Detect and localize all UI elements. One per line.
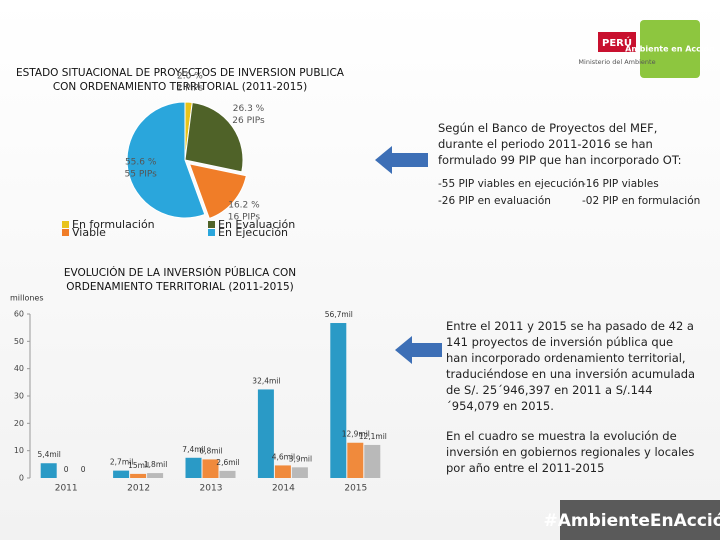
legend-label: En Ejecución: [218, 226, 288, 239]
y-tick-label: 30: [14, 392, 24, 401]
note-item: -16 PIP viables: [582, 178, 659, 190]
bar: [202, 459, 219, 478]
logo-flag: [598, 32, 636, 52]
bar: [257, 389, 274, 478]
bar-title: EVOLUCIÓN DE LA INVERSIÓN PÚBLICA CON: [64, 266, 296, 279]
legend-swatch: [62, 221, 69, 228]
x-tick-label: 2015: [344, 484, 367, 494]
arrow: [375, 146, 428, 174]
bar-value-label: 2,6mil: [216, 458, 239, 467]
arrow: [395, 336, 442, 364]
y-axis-label: millones: [10, 294, 44, 303]
footer-band: [560, 500, 720, 540]
bar-value-label: 32,4mil: [252, 376, 280, 385]
note-item: -26 PIP en evaluación: [438, 195, 551, 207]
bar-value-label: 0: [81, 465, 86, 474]
bar: [185, 457, 202, 478]
pie-slice: [126, 101, 206, 219]
legend-swatch: [208, 221, 215, 228]
bar-value-label: 5,4mil: [37, 450, 60, 459]
bar-value-label: 2,7mil: [110, 458, 133, 467]
bar-value-label: 12,9mil: [342, 430, 370, 439]
bar: [40, 463, 57, 478]
pie-count-label: 55 PIPs: [125, 169, 158, 179]
bar: [364, 444, 381, 478]
logo-ministry: Ministerio del Ambiente: [578, 58, 655, 66]
bar-title: ORDENAMIENTO TERRITORIAL (2011-2015): [66, 281, 294, 293]
x-tick-label: 2011: [55, 484, 78, 494]
pie-count-label: 2 PIPs: [177, 84, 204, 94]
bar-value-label: 3,9mil: [289, 454, 312, 463]
bar-value-label: 6,8mil: [199, 446, 222, 455]
bar: [113, 470, 130, 478]
note-item: -02 PIP en formulación: [582, 195, 701, 207]
pie-value-label: 55.6 %: [125, 157, 157, 167]
y-tick-label: 20: [14, 419, 24, 428]
pie-count-label: 26 PIPs: [232, 116, 265, 126]
legend-swatch: [62, 229, 69, 236]
bar: [330, 323, 347, 478]
legend-label: Viable: [72, 226, 106, 239]
pie-value-label: 26.3 %: [233, 104, 265, 114]
note-evolution: Entre el 2011 y 2015 se ha pasado de 42 …: [446, 319, 696, 413]
pie-title: CON ORDENAMIENTO TERRITORIAL (2011-2015): [53, 81, 307, 93]
x-tick-label: 2013: [200, 484, 223, 494]
y-tick-label: 60: [14, 310, 24, 319]
bar-value-label: 1,8mil: [144, 460, 167, 469]
y-tick-label: 10: [14, 446, 24, 455]
pie-slice: [188, 163, 247, 220]
note-item: -55 PIP viables en ejecución: [438, 178, 585, 190]
bar-value-label: 4,6mil: [272, 452, 295, 461]
legend-swatch: [208, 229, 215, 236]
bar: [291, 467, 308, 478]
note-intro: Según el Banco de Proyectos del MEF, dur…: [438, 121, 682, 167]
pie-count-label: 16 PIPs: [228, 213, 261, 223]
bar: [147, 473, 164, 478]
legend-label: En Evaluación: [218, 218, 295, 231]
bar: [130, 473, 147, 478]
footer-hashtag: #AmbienteEnAcción: [543, 511, 720, 531]
bar-value-label: 56,7mil: [325, 310, 353, 319]
bar: [274, 465, 291, 478]
legend-label: En formulación: [72, 218, 155, 231]
x-tick-label: 2014: [272, 484, 295, 494]
y-tick-label: 40: [14, 364, 24, 373]
x-tick-label: 2012: [127, 484, 150, 494]
bar: [347, 442, 364, 478]
pie-title: ESTADO SITUACIONAL DE PROYECTOS DE INVER…: [16, 67, 345, 79]
logo-country: PERÚ: [602, 36, 632, 49]
pie-value-label: 16.2 %: [228, 201, 260, 211]
note-table: En el cuadro se muestra la evolución de …: [446, 429, 695, 475]
bar: [219, 470, 236, 478]
pie-value-label: 2.0 %: [177, 72, 203, 82]
y-tick-label: 50: [14, 337, 24, 346]
y-tick-label: 0: [19, 474, 24, 483]
logo-brand: Ambiente en Acción: [625, 44, 715, 54]
logo-brand-box: [640, 20, 700, 78]
bar-value-label: 12,1mil: [359, 432, 387, 441]
bar-value-label: 7,4mil: [182, 445, 205, 454]
pie-slice: [184, 101, 244, 173]
bar-value-label: 15mil: [128, 461, 149, 470]
bar-value-label: 0: [64, 465, 69, 474]
